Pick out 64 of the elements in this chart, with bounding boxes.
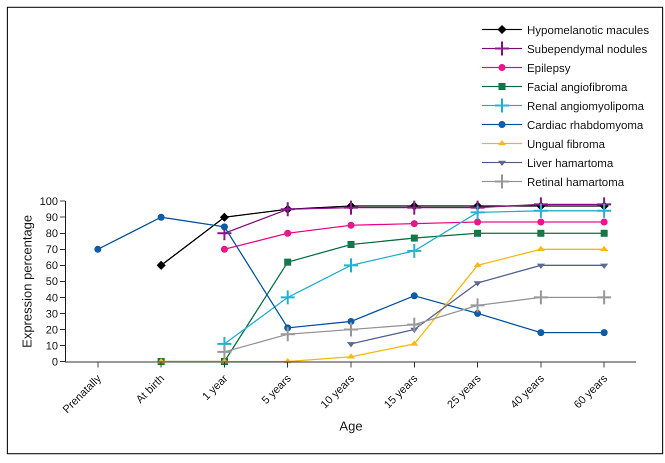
point: [343, 257, 359, 274]
point: [600, 246, 608, 252]
point: [220, 223, 228, 230]
point: [280, 201, 296, 218]
x-axis-title: Age: [339, 418, 363, 434]
point: [94, 246, 102, 253]
point: [600, 218, 608, 226]
point: [536, 246, 545, 252]
point: [406, 242, 422, 259]
point: [343, 321, 359, 338]
point: [343, 200, 359, 216]
point: [474, 230, 482, 237]
y-axis-title: Expression percentage: [20, 214, 35, 348]
y-tick-label: 0: [52, 356, 58, 368]
point: [284, 230, 292, 237]
point: [280, 326, 296, 342]
y-tick-label: 70: [46, 244, 58, 256]
y-tick-label: 100: [40, 196, 58, 208]
y-tick-label: 60: [46, 260, 58, 272]
point: [410, 234, 418, 242]
x-tick-label: At birth: [134, 372, 168, 406]
point: [537, 230, 544, 237]
point: [596, 202, 612, 219]
point: [348, 240, 354, 248]
point: [537, 329, 544, 336]
point: [600, 230, 608, 237]
point: [216, 344, 232, 360]
point: [410, 292, 418, 300]
y-tick-label: 40: [46, 292, 58, 304]
point: [470, 297, 486, 314]
point: [284, 258, 292, 266]
y-tick-label: 30: [46, 308, 58, 320]
legend-label: Hypomelanotic macules: [527, 24, 650, 37]
y-tick-label: 90: [46, 212, 58, 224]
legend-label: Epilepsy: [527, 62, 571, 75]
point: [596, 289, 612, 306]
point: [410, 220, 418, 228]
point: [156, 260, 166, 270]
y-tick-label: 10: [46, 340, 58, 352]
point: [220, 212, 229, 222]
legend-label: Facial angiofibroma: [527, 82, 628, 94]
point: [280, 289, 296, 306]
point: [406, 316, 422, 333]
legend-label: Liver hamartoma: [527, 158, 614, 170]
y-tick-label: 20: [46, 324, 58, 336]
point: [474, 262, 482, 268]
point: [406, 200, 422, 216]
point: [537, 218, 544, 226]
point: [600, 329, 608, 336]
point: [348, 222, 354, 229]
y-tick-label: 80: [46, 228, 58, 240]
legend-label: Ungual fibroma: [527, 138, 606, 151]
y-tick-label: 50: [46, 276, 58, 288]
legend-label: Retinal hamartoma: [527, 176, 625, 189]
point: [158, 214, 165, 221]
point: [220, 246, 228, 253]
point: [474, 218, 482, 226]
point: [410, 340, 418, 346]
point: [532, 289, 549, 306]
point: [532, 202, 549, 219]
legend-label: Subependymal nodules: [527, 44, 648, 56]
legend-label: Renal angiomyolipoma: [527, 100, 645, 113]
legend-label: Cardiac rhabdomyoma: [527, 120, 644, 132]
point: [470, 204, 486, 220]
